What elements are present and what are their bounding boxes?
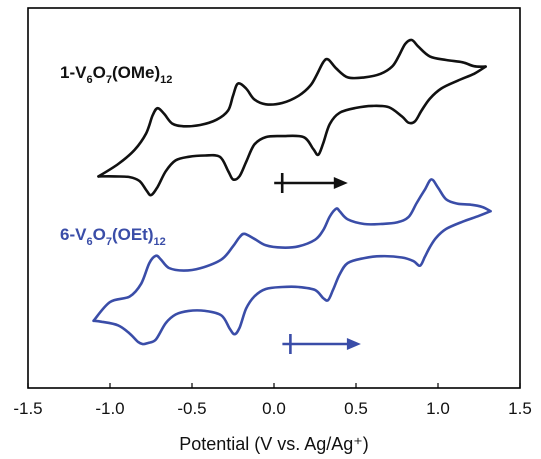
x-tick-label: -1.5 (13, 399, 42, 418)
cv-curves (92, 38, 492, 346)
x-tick-label: 1.0 (426, 399, 450, 418)
series-label-oet: 6-V6O7(OEt)12 (60, 225, 166, 248)
x-axis-ticks: -1.5 -1.0 -0.5 0.0 0.5 1.0 1.5 (13, 383, 532, 418)
x-tick-label: -0.5 (177, 399, 206, 418)
series-1-forward-scan (97, 38, 487, 178)
x-tick-label: 0.0 (262, 399, 286, 418)
scan-arrow-series-1 (274, 173, 348, 193)
x-tick-label: 1.5 (508, 399, 532, 418)
series-2-forward-scan (92, 178, 492, 323)
scan-direction-arrows (274, 173, 361, 354)
x-tick-label: 0.5 (344, 399, 368, 418)
scan-arrow-series-2 (282, 334, 361, 354)
x-tick-label: -1.0 (95, 399, 124, 418)
series-1-reverse-scan (97, 65, 487, 197)
series-label-ome: 1-V6O7(OMe)12 (60, 63, 172, 86)
series-2-reverse-scan (92, 209, 492, 346)
x-axis-title: Potential (V vs. Ag/Ag⁺) (179, 434, 369, 454)
